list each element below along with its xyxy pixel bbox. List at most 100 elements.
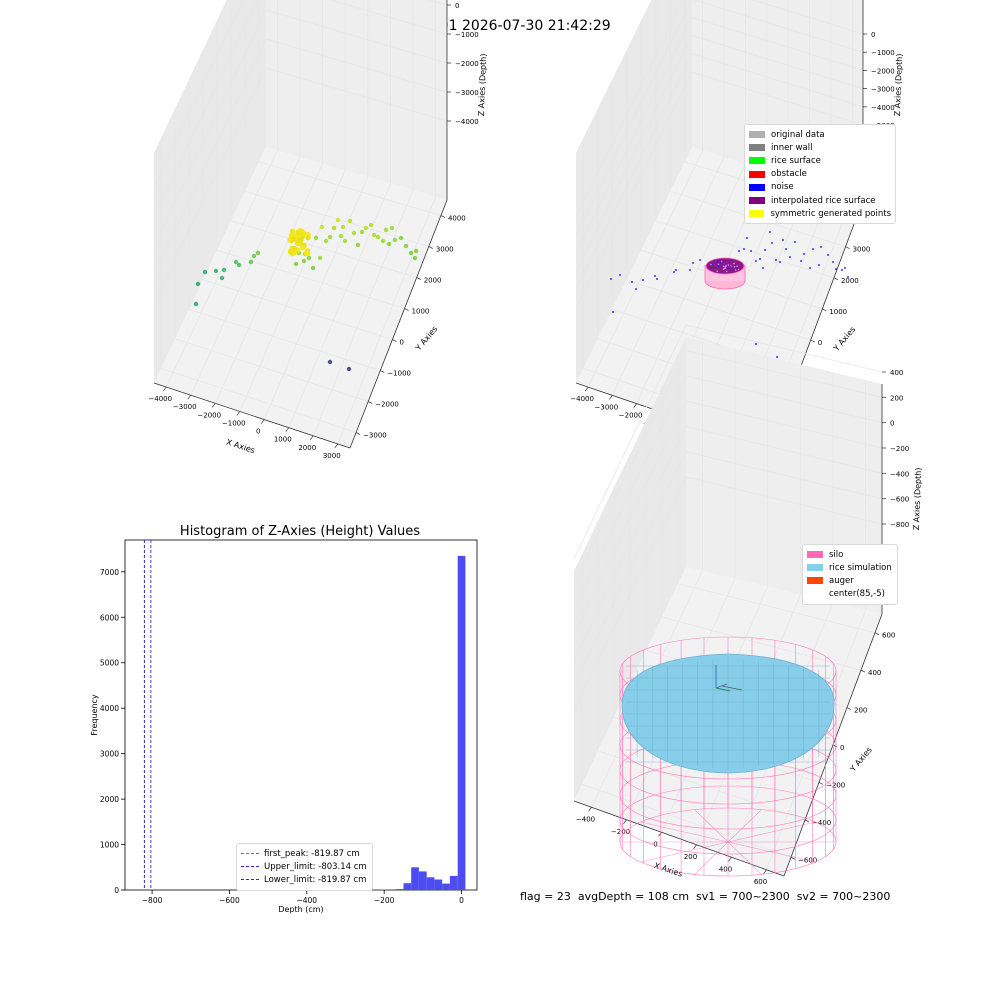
x-grid-line (239, 170, 346, 412)
z-tick-label: −1000 (455, 31, 479, 39)
legend-item: interpolated rice surface (749, 194, 891, 207)
noise-point (656, 278, 658, 280)
histogram-legend: first_peak: -819.87 cm Upper_limit: -803… (236, 843, 373, 891)
legend-label: rice simulation (829, 562, 892, 573)
y-tick-label: 5000 (100, 659, 119, 668)
z-grid-line (575, 35, 864, 272)
legend-label: auger (829, 575, 854, 586)
x-axis-label: Depth (cm) (278, 905, 323, 914)
data-point (319, 224, 325, 230)
x-tick-mark (763, 869, 767, 874)
z-grid-line (153, 67, 448, 305)
legend-label: original data (771, 129, 825, 140)
y-tick-label: 1000 (829, 308, 847, 316)
noise-point (699, 259, 701, 261)
legend-item: symmetric generated points (749, 207, 891, 220)
y-tick-label: 7000 (100, 568, 119, 577)
noise-point (673, 271, 675, 273)
noise-point (841, 269, 843, 271)
y-tick-label: 0 (114, 886, 119, 895)
z-tick-label: −200 (890, 445, 909, 453)
y-tick-mark (874, 632, 880, 636)
y-grid-line (597, 750, 806, 821)
y-tick-label: −200 (826, 781, 845, 789)
x-tick-mark (693, 844, 697, 849)
y-grid-line (230, 220, 417, 278)
data-point (398, 235, 404, 241)
silo-floor-spoke (694, 841, 729, 875)
noise-point (610, 278, 612, 280)
legend-item: obstacle (749, 168, 891, 181)
x-tick-label: −1000 (222, 419, 246, 427)
y-tick-label: −1000 (387, 370, 411, 378)
data-point (255, 250, 261, 256)
data-point (297, 228, 303, 234)
data-point (351, 230, 357, 236)
noise-point (692, 262, 694, 264)
x-tick-label: −600 (219, 896, 240, 905)
y-tick-mark (380, 370, 385, 373)
data-point (347, 218, 353, 224)
data-point (313, 235, 319, 241)
silo-floor-spoke (640, 841, 729, 863)
z-grid-line (573, 349, 883, 585)
panel4-3d-simulation: −400−2000200400600−600−400−2000200400600… (573, 324, 923, 886)
left-pane (154, 0, 266, 383)
data-point (290, 236, 296, 242)
y-tick-label: 1000 (100, 841, 119, 850)
data-point (389, 225, 395, 231)
y-tick-mark (428, 246, 433, 249)
x-grid-line (214, 163, 323, 404)
rice-surface-point (716, 270, 718, 273)
panel1-3d-scatter: −4000−3000−2000−10000100020003000−3000−2… (148, 0, 488, 460)
data-point (386, 241, 392, 247)
data-point (306, 255, 312, 261)
x-grid-line (190, 156, 301, 396)
noise-point (612, 311, 614, 313)
legend-dash (241, 853, 259, 855)
x-tick-mark (588, 807, 592, 812)
x-axis-label: X Axies (653, 861, 684, 879)
x-tick-label: 400 (719, 865, 732, 873)
x-axis-label: X Axies (225, 438, 256, 456)
data-point (291, 245, 297, 251)
data-point (251, 253, 257, 259)
z-tick-label: −1000 (871, 49, 895, 57)
panel3-histogram: −800 −600 −400 −200 0 0 1000 2000 3000 4000 5000 60… (90, 539, 478, 914)
x-tick-mark (584, 386, 589, 392)
legend-label: Upper_limit: -803.14 cm (264, 861, 367, 872)
data-point (403, 243, 409, 249)
x-grid-line (165, 150, 278, 388)
legend-label: silo (829, 549, 844, 560)
noise-point (738, 250, 740, 252)
rice-surface-point (709, 266, 711, 269)
silo-floor-spoke (727, 841, 762, 875)
x-grid-line (288, 183, 391, 428)
data-point (293, 261, 299, 267)
noise-point (800, 260, 802, 262)
data-point (213, 268, 219, 274)
z-tick-label: −4000 (871, 104, 895, 112)
z-tick-label: 0 (890, 420, 894, 428)
noise-point (779, 261, 781, 263)
y-grid-line (216, 249, 405, 309)
legend-swatch (807, 564, 823, 572)
x-grid-line (312, 189, 414, 436)
legend-label: center(85,-5) (829, 589, 885, 600)
x-tick-mark (162, 386, 167, 392)
legend-swatch (749, 183, 765, 191)
z-grid-line (573, 425, 883, 661)
y-tick-mark (416, 277, 421, 280)
x-tick-label: 0 (653, 840, 657, 848)
rice-surface-point (733, 265, 736, 268)
classification-legend: original data inner wall rice surface ob… (744, 124, 896, 225)
rice-surface-point (726, 267, 728, 269)
data-point (301, 230, 307, 236)
y-tick-label: −2000 (375, 401, 399, 409)
rice-surface-point (720, 262, 722, 265)
plot-frame (124, 539, 478, 891)
z-grid-line (575, 71, 864, 309)
data-point (291, 250, 297, 256)
y-tick-label: 2000 (424, 277, 442, 285)
noise-point (809, 267, 811, 269)
